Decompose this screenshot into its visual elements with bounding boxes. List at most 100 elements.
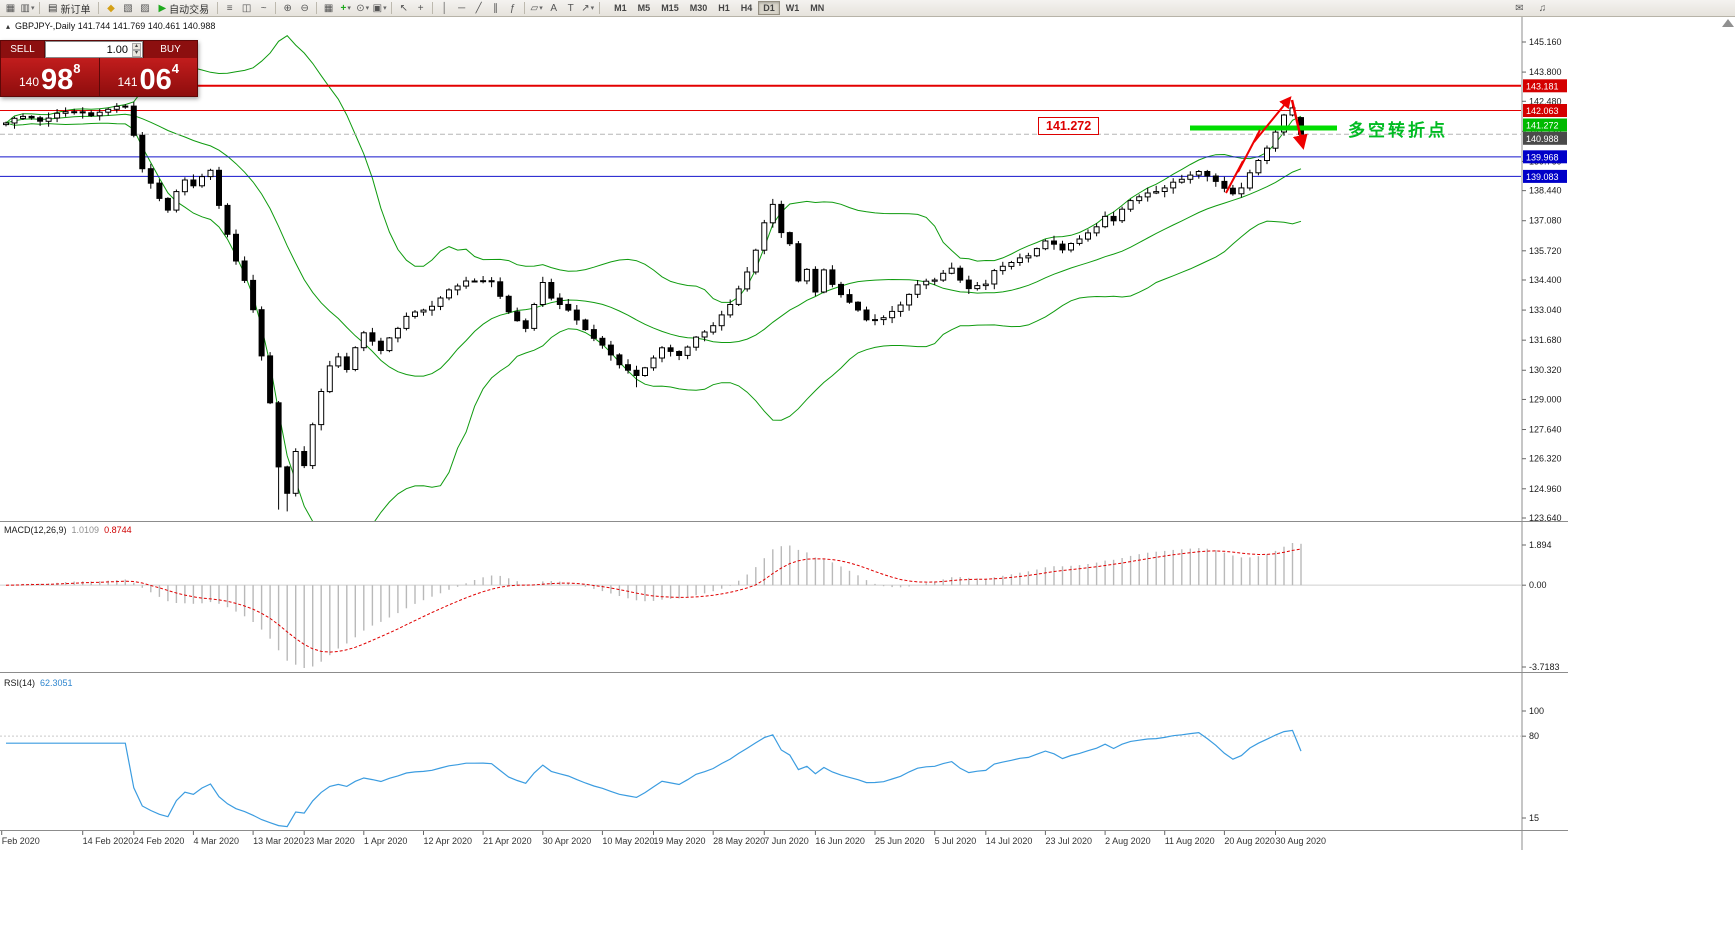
candle-body — [1127, 200, 1134, 210]
bar-chart-icon[interactable]: ≡ — [226, 2, 233, 14]
fibonacci-icon[interactable]: ƒ — [509, 2, 516, 14]
toolbar-separator — [391, 2, 393, 14]
candle-body — [292, 451, 299, 494]
volume-down-icon[interactable]: ▾ — [131, 49, 141, 57]
arrows-icon[interactable]: ↗ ▾ — [581, 2, 595, 14]
price-tag — [1523, 169, 1567, 183]
macd-indicator-label: MACD(12,26,9) 1.0109 0.8744 — [4, 525, 132, 535]
sell-price-main: 98 — [41, 64, 74, 96]
candle-body — [1025, 255, 1032, 259]
candle-body — [1187, 174, 1194, 180]
candle-body — [1033, 248, 1040, 257]
candle-body — [199, 176, 205, 187]
text-label-icon[interactable]: T — [567, 2, 574, 14]
periods-icon[interactable]: ⊙ ▾ — [356, 2, 370, 14]
candle-body — [769, 203, 776, 224]
new-chart-icon[interactable]: ▦ — [5, 2, 16, 14]
trendline-icon[interactable]: ╱ — [475, 2, 482, 14]
timeframe-h1[interactable]: H1 — [718, 3, 730, 13]
trend-down-arrow[interactable] — [1290, 99, 1308, 150]
candle-body — [1229, 187, 1236, 195]
price-axis-label: 135.720 — [1529, 246, 1562, 256]
new-order-icon[interactable]: ▤ 新订单 — [48, 2, 91, 16]
price-axis-label: 134.400 — [1529, 275, 1562, 285]
candle-body — [522, 320, 529, 329]
candle-body — [45, 117, 52, 122]
candle-body — [360, 332, 367, 349]
timeframe-d1[interactable]: D1 — [758, 1, 780, 15]
price-axis-label: 137.080 — [1529, 216, 1562, 226]
candle-body — [991, 270, 998, 285]
candle-body — [514, 311, 521, 322]
line-chart-icon[interactable]: ~ — [260, 2, 267, 14]
text-icon[interactable]: A — [550, 2, 557, 14]
volume-up-icon[interactable]: ▴ — [131, 42, 141, 50]
candle-body — [37, 117, 44, 122]
price-callout[interactable]: 141.272 — [1038, 117, 1100, 135]
volume-input[interactable]: 1.00 ▴ ▾ — [45, 41, 143, 58]
candle-body — [778, 203, 785, 234]
buy-price-display[interactable]: 141 06 4 — [99, 58, 197, 96]
market-watch-icon[interactable]: ◆ — [107, 2, 115, 14]
timeframe-m30[interactable]: M30 — [689, 3, 708, 13]
toolbar: ▦ ▥ ▾ ▤ 新订单 ◆ ▧ ▨ ▶ 自动交易 ≡ ◫ ~ ⊕ ⊖ ▦ + ▾ ⊙ ▾ ▣ ▾ ↖ + │ ─ ╱ ∥ ƒ ▱ ▾ A T ↗ ▾… — [0, 0, 1735, 17]
cursor-icon[interactable]: ↖ — [399, 2, 408, 14]
macd-axis-label: 0.00 — [1529, 580, 1547, 590]
candle-body — [846, 294, 853, 303]
candle-body — [326, 365, 333, 393]
candle-body — [565, 303, 572, 311]
buy-button[interactable]: BUY — [143, 41, 197, 58]
zoom-out-icon[interactable]: ⊖ — [300, 2, 309, 14]
candle-body — [812, 268, 819, 293]
add-indicator-icon[interactable]: + ▾ — [340, 2, 351, 14]
price-axis-label: 145.160 — [1529, 37, 1562, 47]
terminal-icon[interactable]: ▨ — [140, 2, 150, 14]
autotrading-icon[interactable]: ▶ 自动交易 — [158, 2, 210, 16]
dropdown-caret-icon: ▾ — [347, 5, 351, 12]
channel-icon[interactable]: ∥ — [493, 2, 499, 14]
chart-profiles-icon[interactable]: ▥ ▾ — [20, 2, 35, 14]
date-axis-label: 1 Apr 2020 — [364, 836, 408, 846]
sell-button[interactable]: SELL — [1, 41, 45, 58]
candle-body — [1144, 192, 1151, 198]
trend-up-arrow[interactable] — [1225, 96, 1292, 194]
sell-price-display[interactable]: 140 98 8 — [1, 58, 100, 96]
shapes-icon[interactable]: ▱ ▾ — [530, 2, 543, 14]
turning-point-note[interactable]: 多空转折点 — [1348, 121, 1448, 140]
candle-body — [335, 356, 342, 367]
vertical-line-icon[interactable]: │ — [441, 2, 448, 14]
candle-body — [207, 169, 214, 178]
mail-icon[interactable]: ✉ — [1515, 2, 1524, 14]
crosshair-icon[interactable]: + — [417, 2, 424, 14]
candle-body — [250, 279, 257, 311]
toolbar-separator — [432, 2, 434, 14]
volume-spinner[interactable]: ▴ ▾ — [131, 42, 141, 57]
templates-icon[interactable]: ▣ ▾ — [372, 2, 387, 14]
horizontal-line-icon[interactable]: ─ — [458, 2, 466, 14]
timeframe-w1[interactable]: W1 — [785, 3, 800, 13]
scroll-up-icon[interactable] — [1722, 19, 1734, 27]
navigator-icon[interactable]: ▧ — [123, 2, 133, 14]
price-tag — [1523, 118, 1567, 132]
toolbar-right-group: ✉ ♫ — [1511, 1, 1551, 16]
timeframe-m1[interactable]: M1 — [614, 3, 627, 13]
candle-body — [471, 280, 478, 283]
candle-body — [1008, 262, 1015, 267]
dropdown-caret-icon: ▾ — [383, 5, 387, 12]
alert-sound-icon[interactable]: ♫ — [1538, 2, 1547, 14]
rsi-axis-label: 80 — [1529, 731, 1539, 741]
timeframe-m5[interactable]: M5 — [637, 3, 651, 13]
candle-body — [965, 279, 972, 290]
candle-body — [164, 197, 171, 211]
timeframe-h4[interactable]: H4 — [740, 3, 753, 13]
timeframe-mn[interactable]: MN — [810, 3, 825, 13]
zoom-in-icon[interactable]: ⊕ — [283, 2, 292, 14]
candle-body — [556, 297, 563, 306]
collapse-trading-panel-icon[interactable]: ▴ — [6, 21, 11, 31]
timeframe-m15[interactable]: M15 — [661, 3, 679, 13]
candlestick-chart-icon[interactable]: ◫ — [241, 2, 252, 14]
candle-body — [156, 182, 163, 199]
candle-body — [897, 304, 904, 312]
tile-windows-icon[interactable]: ▦ — [323, 2, 334, 14]
